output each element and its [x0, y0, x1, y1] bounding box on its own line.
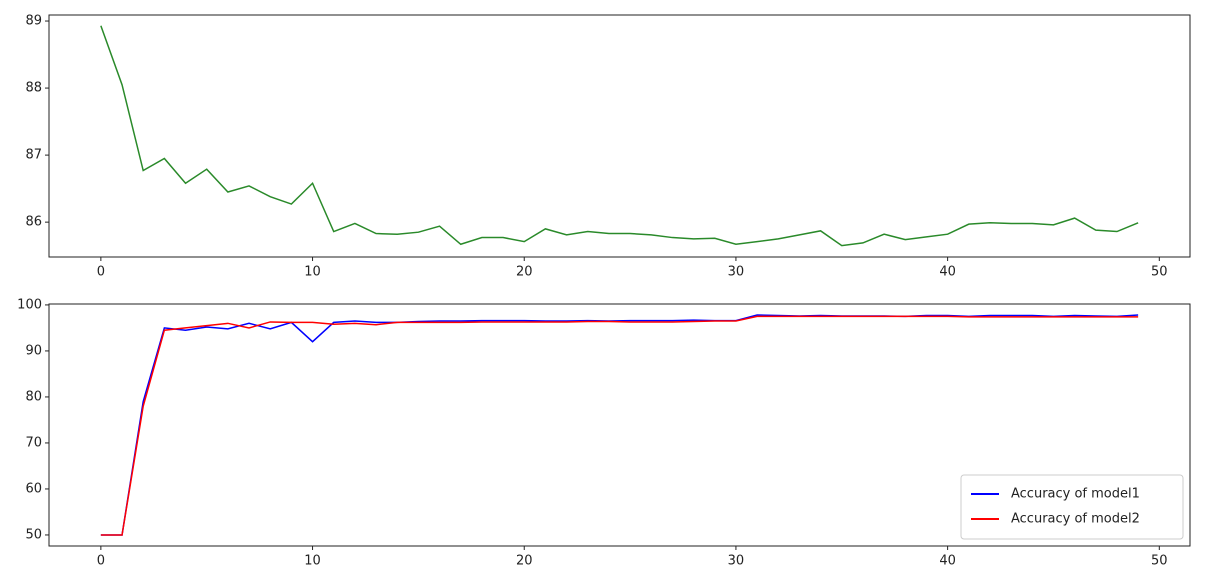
legend-label: Accuracy of model1 [1011, 487, 1140, 502]
axes-frame [48, 14, 1191, 258]
y-tick-label: 100 [17, 297, 42, 312]
y-tick-label: 88 [25, 81, 42, 96]
y-tick-label: 50 [25, 527, 42, 542]
x-tick-label: 20 [516, 265, 533, 280]
axes-frame [48, 303, 1191, 547]
x-tick-label: 30 [728, 554, 745, 569]
data-line [100, 25, 1139, 247]
x-tick-label: 0 [97, 554, 105, 569]
y-tick-label: 86 [25, 215, 42, 230]
legend-box [960, 474, 1184, 540]
y-tick-label: 60 [25, 481, 42, 496]
x-tick-label: 40 [939, 265, 956, 280]
x-tick-label: 50 [1151, 554, 1168, 569]
data-line [100, 315, 1139, 536]
x-tick-label: 20 [516, 554, 533, 569]
x-tick-label: 30 [728, 265, 745, 280]
y-tick-label: 89 [25, 14, 42, 29]
y-tick-label: 90 [25, 343, 42, 358]
y-tick-label: 87 [25, 148, 42, 163]
y-tick-label: 80 [25, 389, 42, 404]
x-tick-label: 0 [97, 265, 105, 280]
x-tick-label: 50 [1151, 265, 1168, 280]
x-tick-label: 10 [304, 265, 321, 280]
x-tick-label: 40 [939, 554, 956, 569]
legend-label: Accuracy of model2 [1011, 512, 1140, 527]
x-tick-label: 10 [304, 554, 321, 569]
y-tick-label: 70 [25, 435, 42, 450]
